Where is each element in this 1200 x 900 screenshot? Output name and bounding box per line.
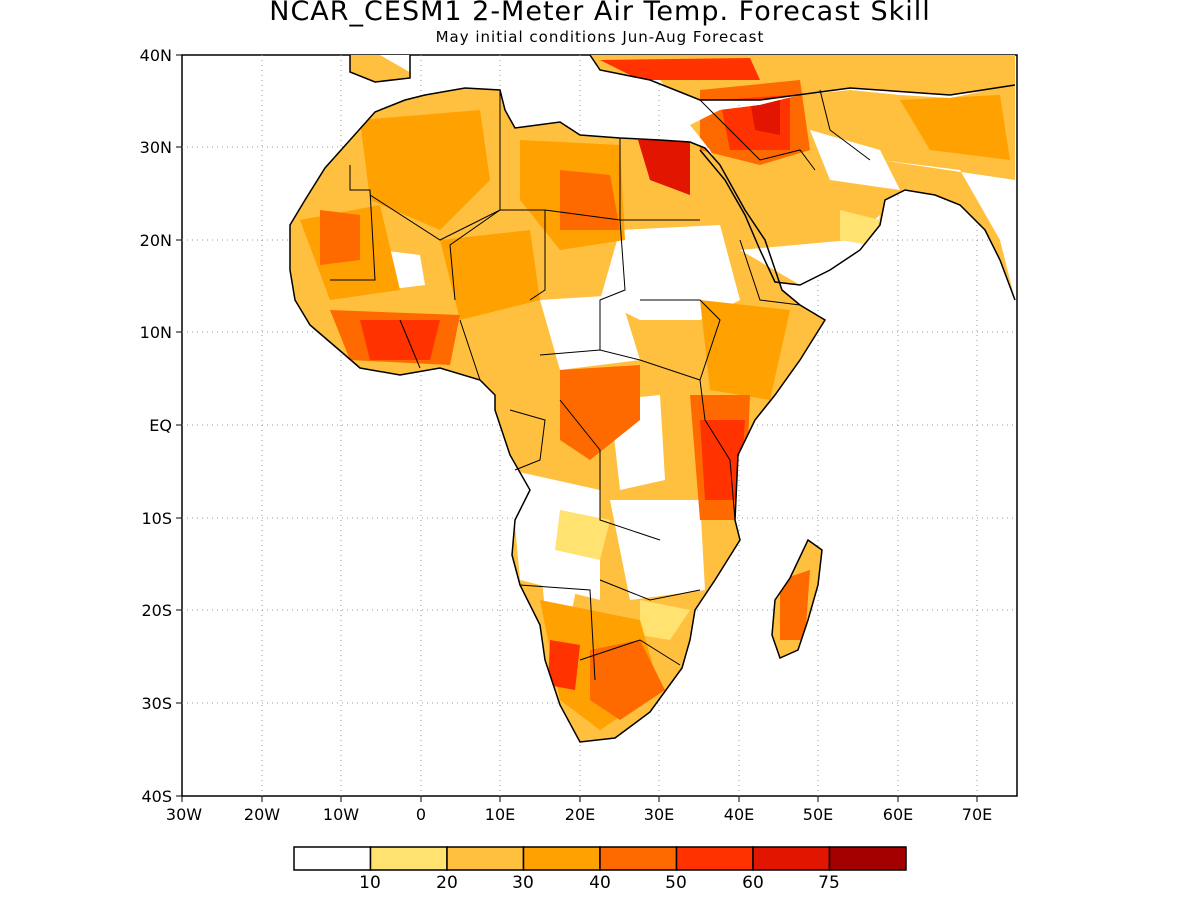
lat-label: 30N: [140, 138, 172, 157]
borders: [330, 89, 871, 681]
colorbar-swatch: [752, 846, 831, 871]
lon-label: 10W: [323, 805, 359, 824]
colorbar: [293, 846, 907, 871]
colorbar-swatch: [369, 846, 448, 871]
lat-label: 30S: [141, 694, 172, 713]
colorbar-label: 40: [589, 873, 611, 893]
lon-label: 40E: [724, 805, 754, 824]
lat-label: 10N: [140, 323, 172, 342]
lon-label: 20E: [565, 805, 595, 824]
map-subtitle: May initial conditions Jun-Aug Forecast: [435, 28, 765, 46]
colorbar-swatch: [293, 846, 372, 871]
colorbar-swatch: [446, 846, 525, 871]
colorbar-label: 75: [818, 873, 840, 893]
colorbar-label: 10: [359, 873, 381, 893]
colorbar-label: 60: [742, 873, 764, 893]
lat-label: 40N: [140, 46, 172, 65]
lon-label: 20W: [244, 805, 280, 824]
colorbar-label: 50: [665, 873, 687, 893]
lon-label: 50E: [803, 805, 833, 824]
lon-label: 30W: [166, 805, 202, 824]
colorbar-swatch: [675, 846, 754, 871]
colorbar-swatch: [522, 846, 601, 871]
map-title: NCAR_CESM1 2-Meter Air Temp. Forecast Sk…: [269, 0, 931, 27]
colorbar-label: 20: [436, 873, 458, 893]
lat-label: 10S: [141, 509, 172, 528]
lon-label: 70E: [962, 805, 992, 824]
colorbar-swatch: [828, 846, 907, 871]
lon-label: 30E: [644, 805, 674, 824]
lat-label: 20N: [140, 231, 172, 250]
lon-label: 60E: [883, 805, 913, 824]
lat-label: 40S: [141, 787, 172, 806]
colorbar-label: 30: [512, 873, 534, 893]
lat-label: EQ: [149, 416, 172, 435]
lat-label: 20S: [141, 601, 172, 620]
lon-label: 0: [416, 805, 426, 824]
colorbar-swatch: [599, 846, 678, 871]
lon-label: 10E: [485, 805, 515, 824]
